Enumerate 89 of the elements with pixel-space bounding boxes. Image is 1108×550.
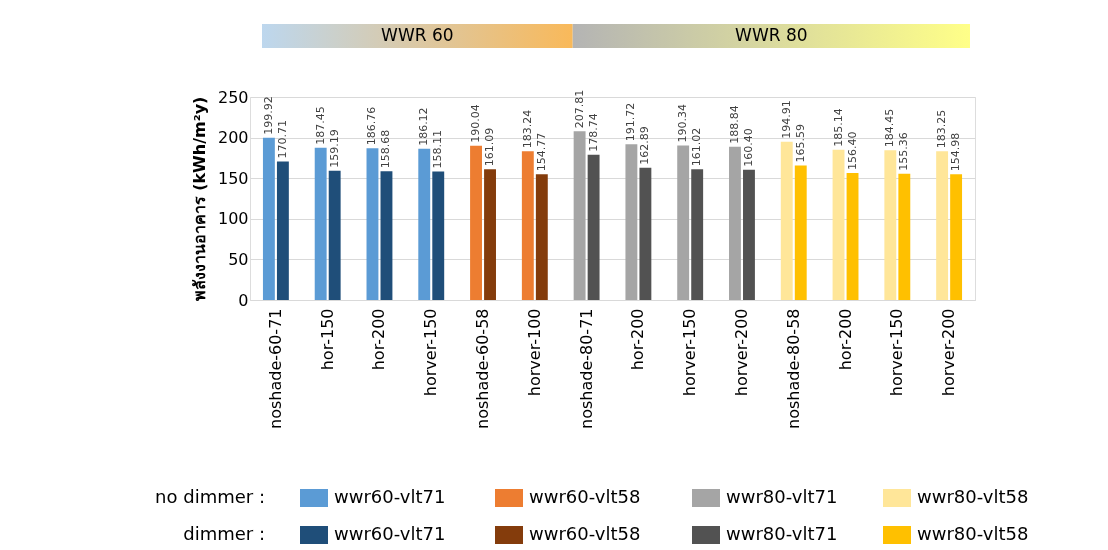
bar: [262, 137, 275, 300]
bar: [639, 167, 652, 300]
data-label: 191.72: [624, 102, 638, 142]
bar: [625, 144, 638, 300]
bar: [470, 145, 482, 300]
data-label: 186.76: [365, 106, 379, 146]
x-tick-label: hor-200: [628, 308, 648, 371]
data-label: 158.68: [379, 129, 393, 169]
data-label: 158.11: [431, 130, 445, 169]
data-label: 185.14: [831, 108, 845, 147]
bar: [276, 161, 289, 300]
bar: [884, 150, 897, 300]
data-label: 161.02: [690, 127, 704, 167]
bar: [743, 169, 755, 300]
bar: [832, 149, 845, 300]
bar: [521, 151, 534, 300]
x-tick-label: horver-200: [939, 308, 959, 397]
data-label: 199.92: [261, 96, 275, 135]
data-label: 194.91: [779, 100, 793, 139]
bar: [366, 148, 379, 300]
bar: [691, 169, 704, 300]
bar: [380, 171, 393, 300]
data-label: 187.45: [313, 106, 327, 145]
y-tick-label: 150: [217, 168, 249, 188]
text: WWR 60: [381, 25, 454, 45]
bar: [950, 174, 963, 300]
data-label: 155.36: [897, 132, 911, 171]
legend-label: wwr60-vlt58: [529, 523, 641, 544]
data-label: 162.89: [638, 126, 652, 165]
legend-label: wwr80-vlt71: [726, 523, 838, 544]
x-tick-label: noshade-80-71: [576, 308, 596, 429]
x-tick-label: hor-200: [835, 308, 855, 371]
legend-label: wwr80-vlt58: [917, 486, 1029, 507]
x-tick-label: horver-100: [524, 308, 544, 397]
x-tick-label: noshade-60-71: [265, 308, 285, 429]
data-label: 188.84: [727, 105, 741, 144]
x-tick-label: horver-150: [680, 308, 700, 397]
bar: [729, 146, 741, 300]
data-label: 160.40: [741, 128, 755, 167]
data-label: 178.74: [586, 113, 600, 152]
x-tick-label: noshade-80-58: [783, 308, 803, 429]
bar: [780, 141, 793, 300]
legend-label: wwr60-vlt71: [334, 486, 446, 507]
bar: [898, 173, 911, 300]
bar: [936, 151, 949, 300]
bar: [587, 154, 600, 300]
data-label: 156.40: [845, 131, 859, 170]
x-tick-label: hor-200: [369, 308, 389, 371]
legend-label: wwr80-vlt58: [917, 523, 1029, 544]
data-label: 190.34: [676, 103, 690, 143]
bar: [677, 145, 690, 300]
bar: [794, 165, 807, 300]
x-tick-label: horver-150: [887, 308, 907, 397]
bar: [846, 173, 859, 300]
bar: [573, 131, 586, 300]
x-tick-label: noshade-60-58: [473, 308, 493, 429]
data-label: 207.81: [572, 89, 586, 129]
text: dimmer :: [183, 523, 265, 544]
y-axis-title: พลังงานอาคาร (kWh/m²y): [189, 96, 209, 302]
bar: [484, 169, 496, 300]
x-tick-label: hor-150: [317, 308, 337, 371]
text: no dimmer :: [155, 486, 265, 507]
data-label: 159.19: [327, 129, 341, 168]
x-tick-label: horver-200: [731, 308, 751, 397]
legend-label: wwr60-vlt58: [529, 486, 641, 507]
bar: [328, 170, 341, 300]
data-label: 183.25: [935, 109, 949, 149]
y-tick-label: 100: [217, 209, 249, 229]
data-label: 184.45: [883, 108, 897, 148]
y-tick-label: 50: [228, 249, 249, 269]
legend-label: wwr60-vlt71: [334, 523, 446, 544]
y-tick-label: 200: [217, 128, 249, 148]
bar: [418, 148, 431, 300]
data-label: 183.24: [520, 109, 534, 149]
data-label: 154.98: [949, 132, 963, 172]
y-tick-label: 0: [238, 290, 249, 310]
data-label: 165.59: [793, 124, 807, 163]
data-label: 190.04: [469, 104, 483, 143]
bar: [314, 147, 327, 300]
bar: [432, 171, 445, 300]
data-label: 161.09: [483, 127, 497, 167]
text: WWR 80: [735, 25, 808, 45]
x-tick-label: horver-150: [421, 308, 441, 397]
data-label: 154.77: [534, 132, 548, 172]
legend-label: wwr80-vlt71: [726, 486, 838, 507]
y-tick-label: 250: [217, 87, 249, 107]
data-label: 170.71: [275, 119, 289, 159]
bar: [535, 174, 548, 300]
data-label: 186.12: [417, 107, 431, 146]
